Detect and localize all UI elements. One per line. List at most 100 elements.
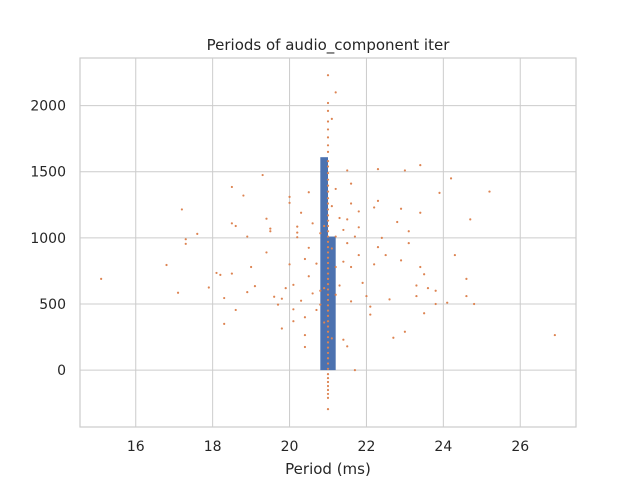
data-point	[438, 191, 441, 195]
x-tick-label: 22	[358, 439, 376, 455]
x-tick-labels: 16 18 20 22 24 26	[127, 439, 529, 455]
data-point	[388, 298, 391, 301]
data-point	[326, 190, 330, 193]
data-point	[415, 284, 418, 287]
data-point	[330, 247, 333, 250]
data-point	[276, 303, 280, 306]
data-point	[315, 308, 318, 312]
data-point	[326, 376, 330, 380]
x-tick-label: 20	[281, 439, 299, 455]
histogram-bars	[320, 157, 336, 371]
data-point	[373, 206, 376, 209]
data-point	[323, 224, 326, 228]
plot-frame	[79, 57, 577, 428]
data-point	[384, 253, 387, 257]
data-point	[326, 224, 330, 228]
data-point	[326, 325, 330, 328]
y-tick-label: 1000	[30, 231, 66, 247]
data-point	[323, 287, 326, 290]
data-point	[446, 301, 449, 304]
data-point	[265, 251, 268, 254]
data-point	[326, 109, 330, 113]
data-point	[319, 303, 322, 306]
data-point	[326, 246, 330, 249]
data-point	[315, 262, 318, 265]
data-point	[280, 297, 283, 300]
data-point	[100, 277, 103, 280]
data-point	[326, 288, 330, 291]
data-point	[307, 191, 310, 194]
data-point	[342, 228, 345, 232]
data-point	[334, 293, 337, 296]
data-point	[326, 74, 330, 77]
data-point	[353, 369, 357, 372]
data-point	[473, 302, 476, 306]
data-point	[265, 217, 268, 220]
data-point	[296, 231, 299, 234]
histogram-bar	[328, 236, 336, 371]
data-point	[326, 384, 330, 388]
data-point	[403, 169, 406, 172]
data-point	[303, 257, 307, 261]
data-point	[326, 267, 330, 270]
data-point	[326, 171, 330, 175]
data-point	[230, 185, 233, 189]
chart-title: Periods of audio_component iter	[207, 36, 451, 55]
data-point	[334, 91, 337, 94]
data-point	[326, 277, 330, 280]
data-point	[303, 316, 307, 319]
data-point	[296, 236, 299, 239]
data-point	[330, 205, 333, 208]
data-point	[326, 144, 330, 147]
data-point	[365, 294, 368, 298]
data-point	[326, 330, 330, 333]
data-point	[453, 253, 456, 257]
x-tick-label: 24	[434, 439, 452, 455]
data-point	[288, 201, 291, 204]
data-point	[230, 222, 233, 225]
data-point	[326, 208, 330, 211]
data-point	[326, 380, 330, 384]
y-tick-label: 500	[39, 297, 66, 313]
data-point	[403, 330, 406, 333]
data-point	[376, 246, 380, 249]
data-point	[323, 321, 326, 324]
data-point	[357, 210, 360, 213]
y-tick-label: 2000	[30, 99, 66, 115]
data-point	[326, 256, 330, 259]
data-point	[326, 362, 330, 365]
data-point	[346, 345, 349, 348]
data-point	[419, 211, 422, 214]
data-point	[326, 335, 330, 339]
data-point	[296, 225, 299, 228]
data-point	[311, 222, 314, 225]
data-point	[326, 341, 330, 344]
data-point	[330, 117, 333, 120]
data-point	[326, 367, 330, 370]
data-point	[234, 224, 237, 228]
data-point	[353, 235, 357, 238]
data-point	[326, 408, 330, 411]
data-point	[326, 202, 330, 205]
data-point	[184, 238, 187, 241]
data-point	[326, 314, 330, 318]
data-point	[326, 214, 330, 217]
data-point	[334, 187, 337, 191]
data-point	[334, 235, 337, 238]
data-point	[326, 388, 330, 392]
data-point	[273, 295, 276, 298]
data-point	[326, 392, 330, 396]
data-point	[553, 333, 556, 337]
data-point	[292, 308, 295, 311]
data-point	[223, 296, 226, 300]
data-point	[326, 136, 330, 139]
data-point	[326, 272, 330, 275]
y-tick-labels: 0 500 1000 1500 2000	[30, 99, 66, 380]
data-points	[100, 74, 556, 411]
data-point	[465, 294, 468, 298]
data-point	[326, 219, 330, 222]
data-point	[311, 292, 314, 295]
data-point	[207, 286, 210, 289]
histogram-bar	[320, 157, 328, 371]
y-tick-label: 0	[57, 363, 66, 379]
